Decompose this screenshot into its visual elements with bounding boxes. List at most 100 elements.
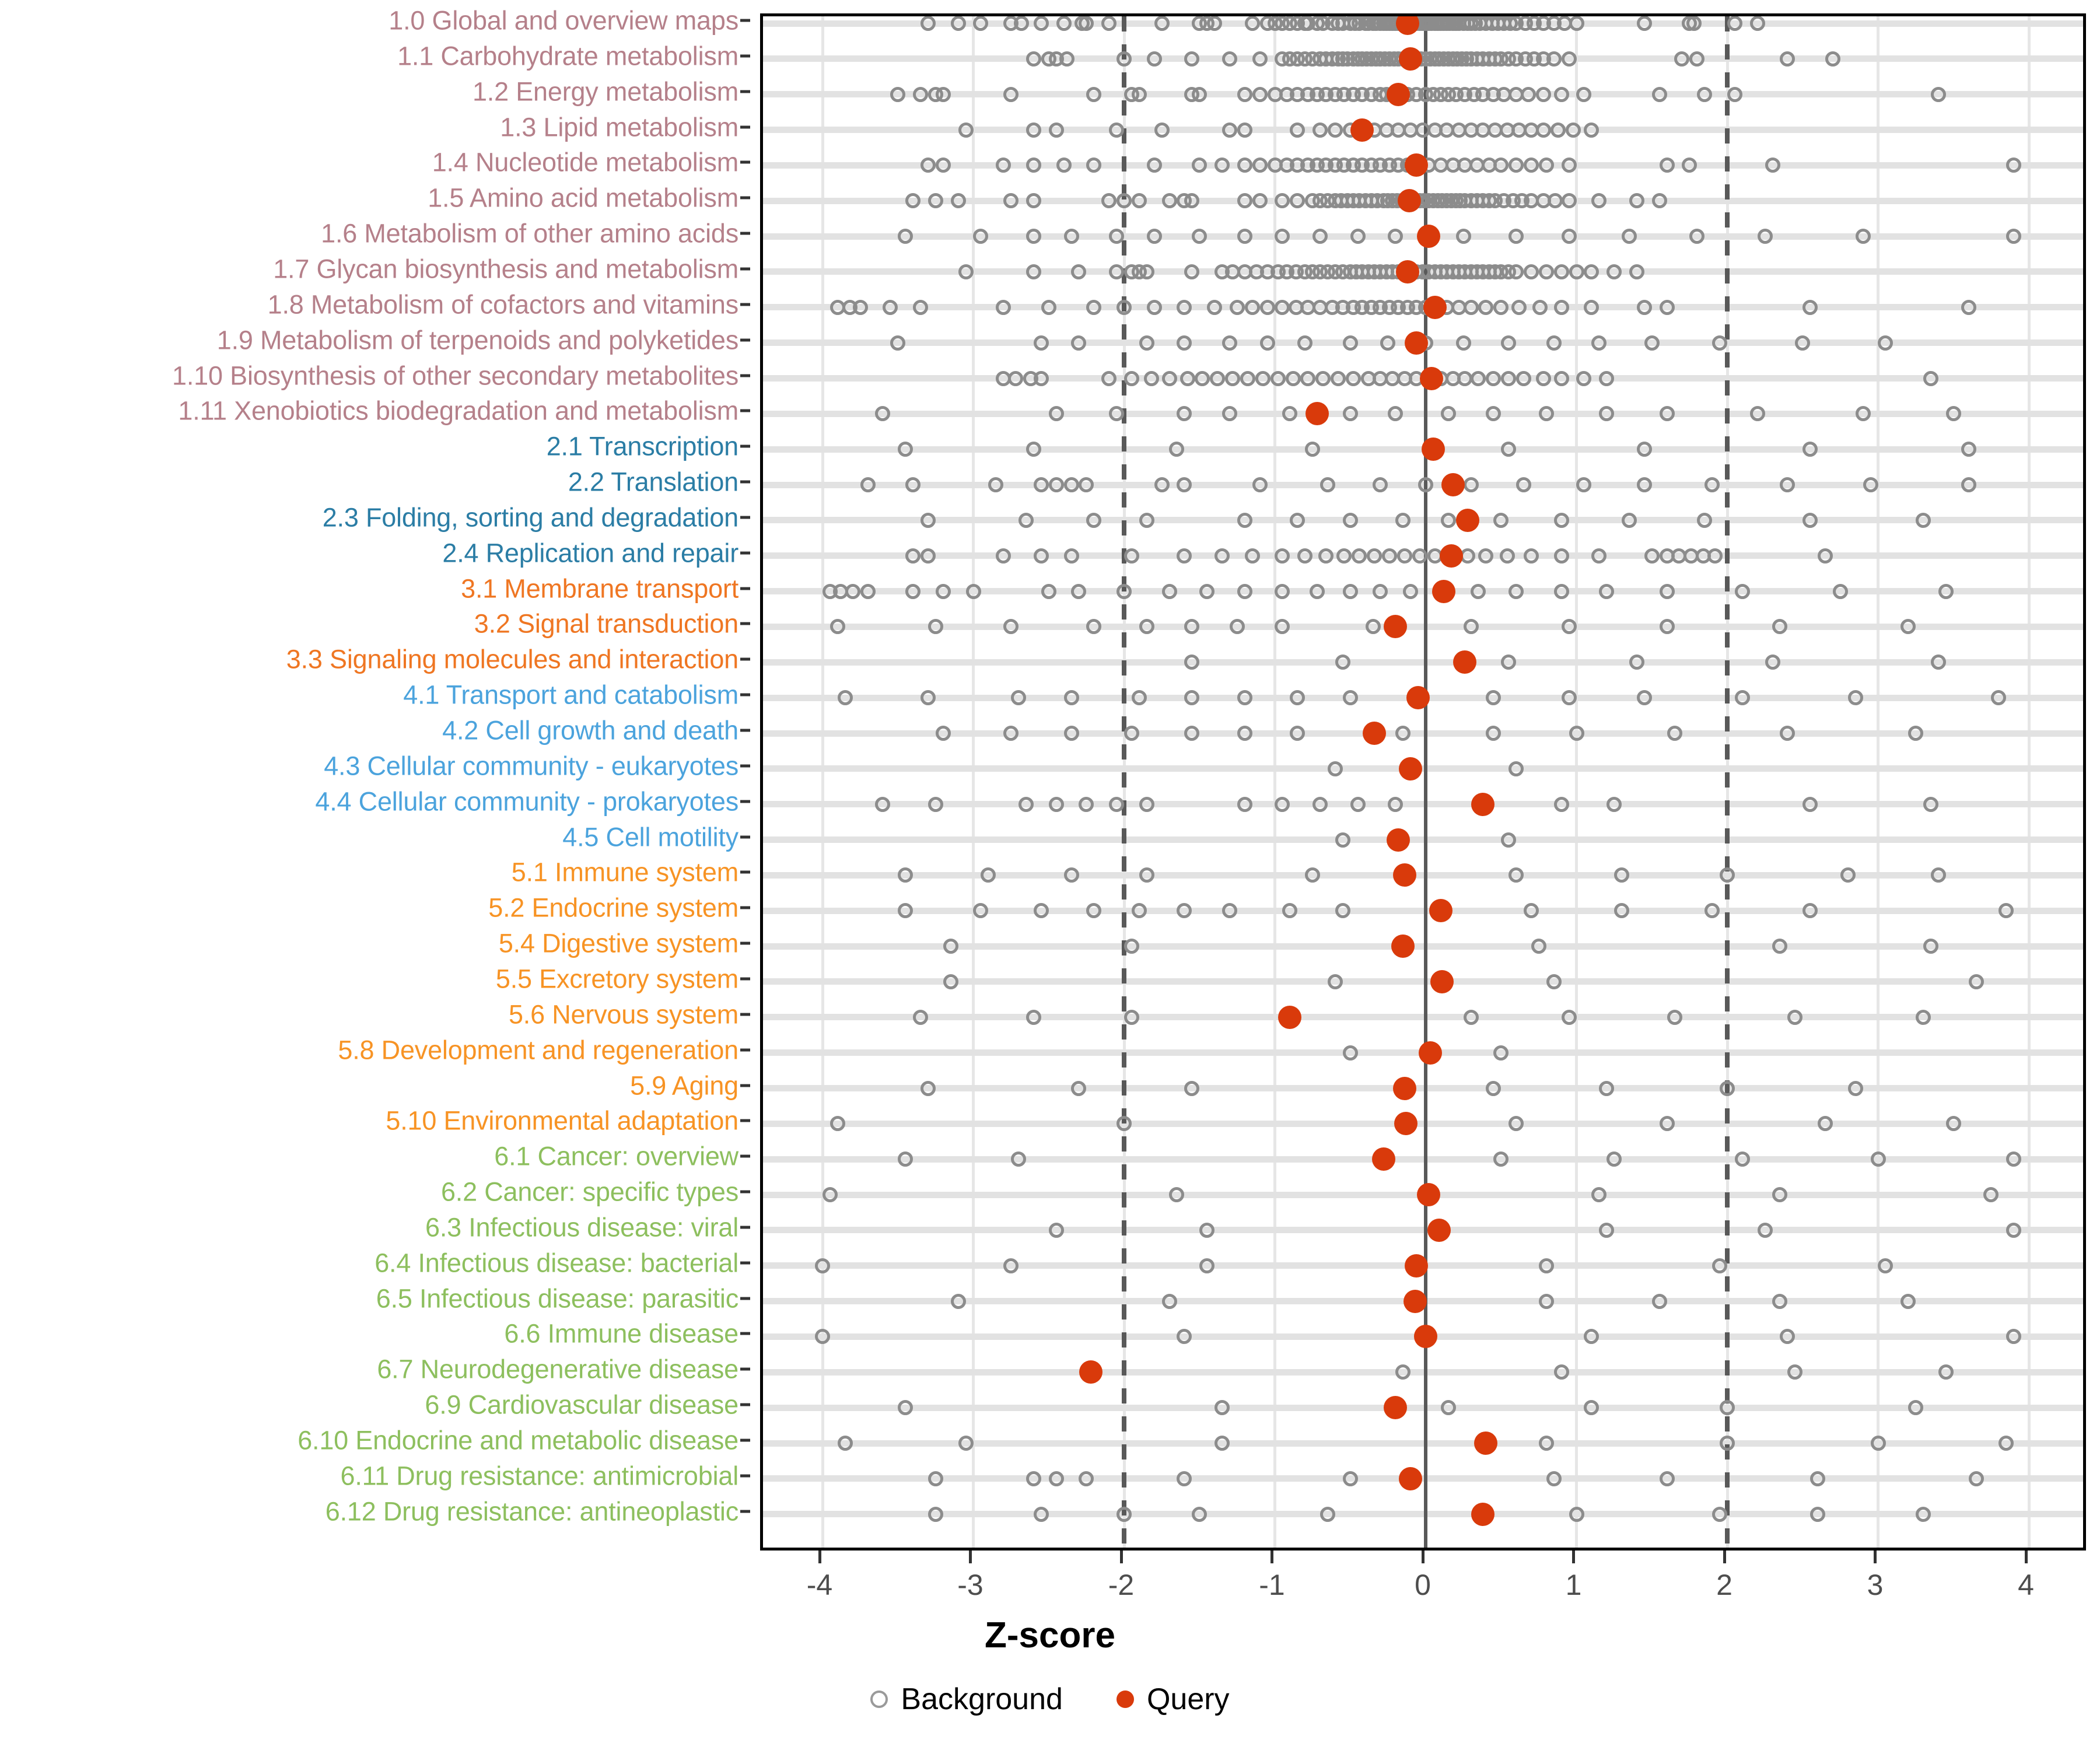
background-point	[1146, 158, 1162, 173]
background-point	[1124, 726, 1139, 741]
background-point	[1033, 370, 1049, 386]
background-point	[1908, 1400, 1924, 1416]
background-point	[1305, 867, 1321, 883]
background-point	[958, 264, 974, 279]
background-point	[1561, 193, 1577, 209]
background-point	[1109, 264, 1125, 279]
y-axis-tick	[740, 303, 750, 306]
background-point	[1486, 406, 1502, 422]
background-point	[1546, 1471, 1562, 1486]
background-point	[1003, 1258, 1019, 1273]
background-point	[1772, 1293, 1788, 1309]
query-point	[1429, 899, 1452, 923]
background-point	[1154, 477, 1170, 493]
background-point	[1146, 299, 1162, 315]
background-point	[1553, 1364, 1569, 1380]
background-point	[1373, 583, 1388, 599]
query-point	[1405, 153, 1429, 177]
background-point	[1535, 122, 1551, 138]
background-point	[1847, 1080, 1863, 1096]
background-point	[1720, 1436, 1735, 1451]
threshold-line	[1725, 16, 1730, 1548]
background-point	[1999, 903, 2014, 919]
background-point	[1803, 512, 1818, 528]
x-axis-tick-label: 0	[1415, 1569, 1431, 1601]
background-point	[1048, 477, 1064, 493]
background-point	[1486, 690, 1502, 706]
background-point	[1011, 690, 1027, 706]
y-axis-labels: 1.0 Global and overview maps 1.1 Carbohyd…	[0, 0, 750, 1563]
y-axis-label: 4.2 Cell growth and death	[442, 715, 738, 746]
background-point	[1131, 86, 1147, 102]
background-point	[1749, 406, 1765, 422]
background-point	[1576, 370, 1592, 386]
y-axis-label: 1.0 Global and overview maps	[388, 5, 738, 36]
query-point	[1423, 295, 1447, 319]
background-point	[1734, 583, 1750, 599]
y-gridline	[763, 978, 2083, 985]
background-point	[958, 122, 974, 138]
query-point	[1405, 331, 1429, 355]
y-axis-tick	[740, 19, 750, 22]
background-point	[1184, 1080, 1200, 1096]
background-point	[1252, 477, 1268, 493]
background-point	[1327, 761, 1343, 776]
background-point	[1961, 442, 1976, 457]
background-point	[1222, 406, 1237, 422]
background-point	[1048, 406, 1064, 422]
background-point	[1342, 512, 1358, 528]
background-point	[1463, 299, 1479, 315]
background-point	[1290, 726, 1306, 741]
y-gridline	[763, 1014, 2083, 1021]
x-axis-title: Z-score	[985, 1615, 1115, 1656]
background-point	[1154, 16, 1170, 31]
background-point	[1629, 193, 1644, 209]
background-point	[1388, 796, 1404, 812]
query-point	[1387, 82, 1410, 106]
background-point	[1667, 726, 1682, 741]
background-point	[1139, 867, 1154, 883]
background-point	[1780, 477, 1796, 493]
background-point	[1493, 299, 1509, 315]
background-point	[1787, 1009, 1803, 1025]
x-axis-tick	[1421, 1550, 1424, 1563]
background-point	[1300, 370, 1316, 386]
background-point	[1508, 264, 1524, 279]
background-point	[1621, 229, 1637, 244]
background-point	[1486, 726, 1502, 741]
x-axis-tick	[1723, 1550, 1726, 1563]
background-point	[1478, 299, 1494, 315]
background-point	[1418, 477, 1433, 493]
background-point	[1139, 619, 1154, 635]
background-point	[1832, 583, 1848, 599]
background-point	[1184, 654, 1200, 670]
background-point	[1116, 51, 1132, 66]
background-point	[1315, 370, 1331, 386]
background-point	[1599, 1222, 1615, 1238]
background-point	[1184, 264, 1200, 279]
legend-label-background: Background	[901, 1682, 1063, 1716]
background-point	[1787, 1364, 1803, 1380]
background-point	[1275, 583, 1290, 599]
background-point	[1501, 442, 1517, 457]
background-point	[852, 299, 868, 315]
y-gridline	[763, 517, 2083, 524]
background-point	[898, 1400, 914, 1416]
background-point	[1275, 229, 1290, 244]
background-point	[1546, 974, 1562, 989]
query-point	[1363, 722, 1387, 745]
background-point	[1320, 1506, 1335, 1522]
background-point	[928, 619, 943, 635]
chart-legend: Background Query	[0, 1682, 2100, 1717]
background-point	[1342, 583, 1358, 599]
background-point	[1553, 370, 1569, 386]
query-point	[1371, 1147, 1395, 1171]
background-point	[981, 867, 996, 883]
x-axis-tick-label: 2	[1716, 1569, 1732, 1601]
background-point	[1606, 796, 1622, 812]
x-gridline	[972, 16, 975, 1548]
background-point	[1720, 867, 1735, 883]
background-point	[996, 548, 1012, 564]
background-point	[1131, 690, 1147, 706]
background-point	[1395, 726, 1411, 741]
